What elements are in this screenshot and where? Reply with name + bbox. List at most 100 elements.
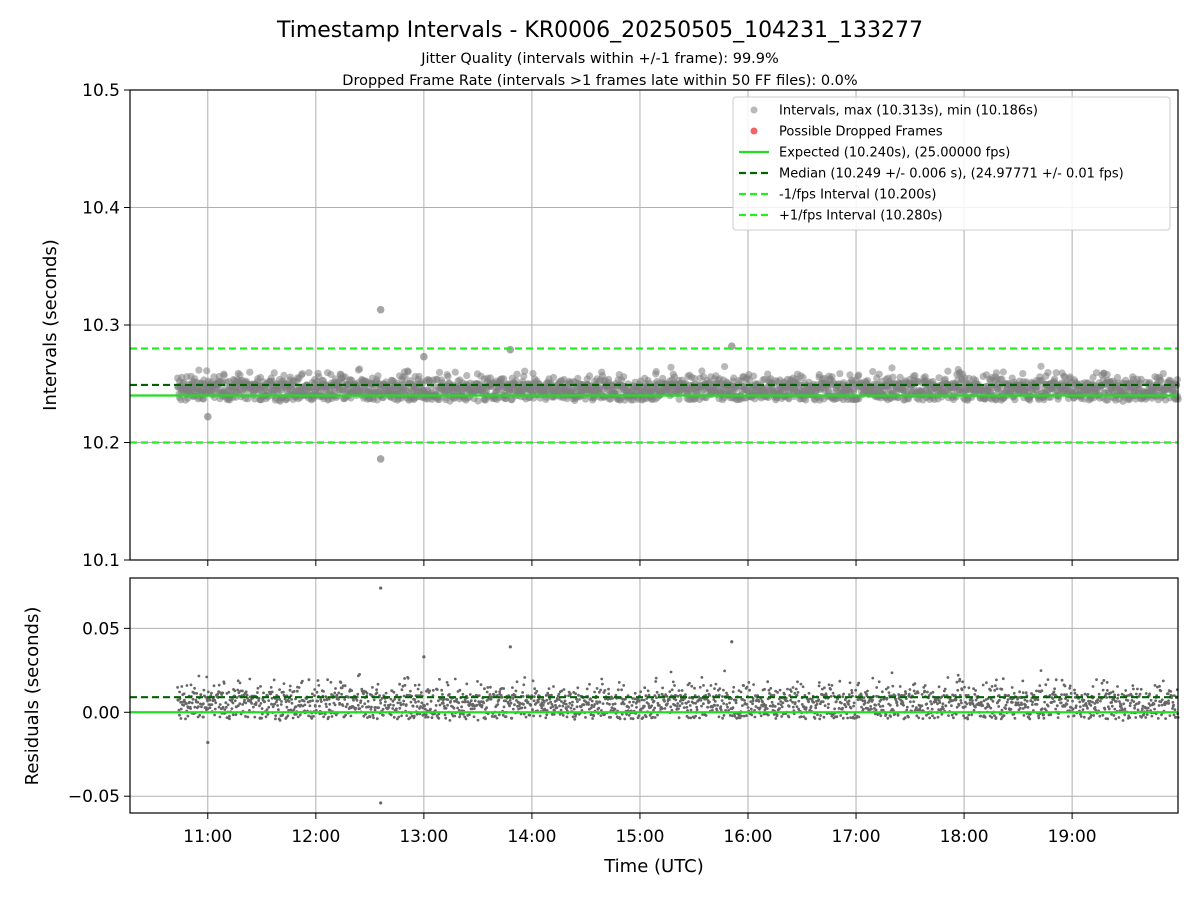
residual-point (813, 717, 817, 720)
residual-point (742, 684, 746, 687)
residual-point (341, 704, 345, 707)
residual-point (375, 688, 378, 692)
interval-point (474, 397, 482, 405)
residual-point (458, 715, 461, 719)
residual-point (989, 697, 993, 701)
residual-point (259, 685, 262, 688)
residual-point (414, 700, 417, 704)
residual-point (310, 717, 314, 720)
residual-point (915, 706, 918, 710)
residual-point (911, 704, 915, 708)
residual-point (1042, 716, 1046, 720)
residual-point (376, 682, 380, 686)
residual-point (912, 700, 916, 703)
residual-point (574, 692, 577, 695)
intervals-y-axis-label: Intervals (seconds) (40, 239, 61, 411)
residual-point (1038, 684, 1042, 687)
residual-point (877, 703, 881, 706)
residual-point (1170, 694, 1174, 698)
residual-point (694, 714, 697, 718)
residual-point (818, 717, 822, 721)
residual-point (403, 683, 407, 687)
residual-point (937, 685, 941, 689)
residual-point (192, 691, 196, 695)
interval-point (1011, 396, 1019, 404)
residual-point (398, 682, 401, 686)
residual-point (789, 698, 792, 702)
residual-point (936, 715, 940, 719)
residual-point (829, 695, 833, 698)
residual-point (1169, 690, 1173, 693)
residual-point (485, 690, 489, 694)
residual-point (292, 708, 296, 712)
residual-point (791, 705, 795, 709)
residual-point (254, 701, 258, 704)
residual-point (643, 686, 647, 690)
residual-point (1146, 706, 1150, 710)
residual-point (343, 698, 347, 701)
residual-outlier-point (730, 640, 734, 644)
interval-point (863, 377, 872, 385)
residual-point (835, 715, 839, 719)
residual-point (1066, 699, 1070, 702)
residual-point (308, 704, 312, 708)
residual-point (555, 699, 558, 702)
residual-point (635, 705, 638, 709)
legend-label-intervals: Intervals, max (10.313s), min (10.186s) (779, 104, 1038, 119)
residual-point (1054, 678, 1058, 682)
residual-point (290, 698, 293, 701)
residual-point (395, 693, 399, 697)
residual-point (939, 707, 943, 711)
residual-point (508, 699, 512, 702)
residual-point (241, 703, 245, 706)
residual-point (1167, 699, 1170, 703)
residual-point (764, 703, 768, 707)
residual-point (670, 688, 674, 692)
residual-point (464, 700, 468, 704)
residual-point (473, 699, 477, 703)
residual-point (438, 703, 442, 707)
residual-point (182, 703, 186, 707)
residual-point (246, 715, 250, 719)
residual-point (1071, 699, 1074, 703)
residual-point (902, 703, 905, 707)
interval-point (298, 370, 306, 378)
residual-point (452, 706, 456, 710)
residual-point (442, 704, 446, 708)
residuals-y-tick-label: −0.05 (68, 787, 120, 807)
legend-entry-upper-bound: +1/fps Interval (10.280s) (739, 209, 943, 224)
residual-point (767, 688, 771, 692)
residual-point (182, 692, 186, 696)
residual-point (739, 690, 743, 694)
residual-point (1012, 691, 1016, 695)
residual-point (549, 700, 552, 704)
residual-point (717, 693, 721, 697)
residual-point (247, 698, 251, 702)
residual-point (920, 704, 924, 708)
residual-point (1086, 706, 1089, 710)
residual-point (871, 676, 875, 680)
residual-point (799, 715, 803, 719)
residual-point (1054, 707, 1058, 711)
residual-point (197, 674, 201, 678)
residual-point (663, 707, 667, 710)
residual-point (236, 679, 240, 683)
residual-point (379, 701, 383, 705)
residual-point (190, 701, 194, 705)
residual-point (1117, 716, 1121, 719)
residual-point (557, 698, 561, 701)
residual-point (292, 690, 296, 693)
residual-point (435, 688, 439, 691)
interval-point (999, 368, 1007, 376)
residual-point (380, 696, 384, 700)
residual-point (323, 712, 327, 716)
residual-point (1167, 702, 1171, 705)
residual-point (900, 693, 904, 697)
residual-point (514, 689, 518, 693)
interval-point (195, 366, 203, 374)
residual-point (676, 702, 680, 705)
residual-point (375, 717, 379, 721)
residual-point (260, 707, 264, 710)
residual-point (582, 703, 586, 707)
residual-point (726, 693, 729, 697)
